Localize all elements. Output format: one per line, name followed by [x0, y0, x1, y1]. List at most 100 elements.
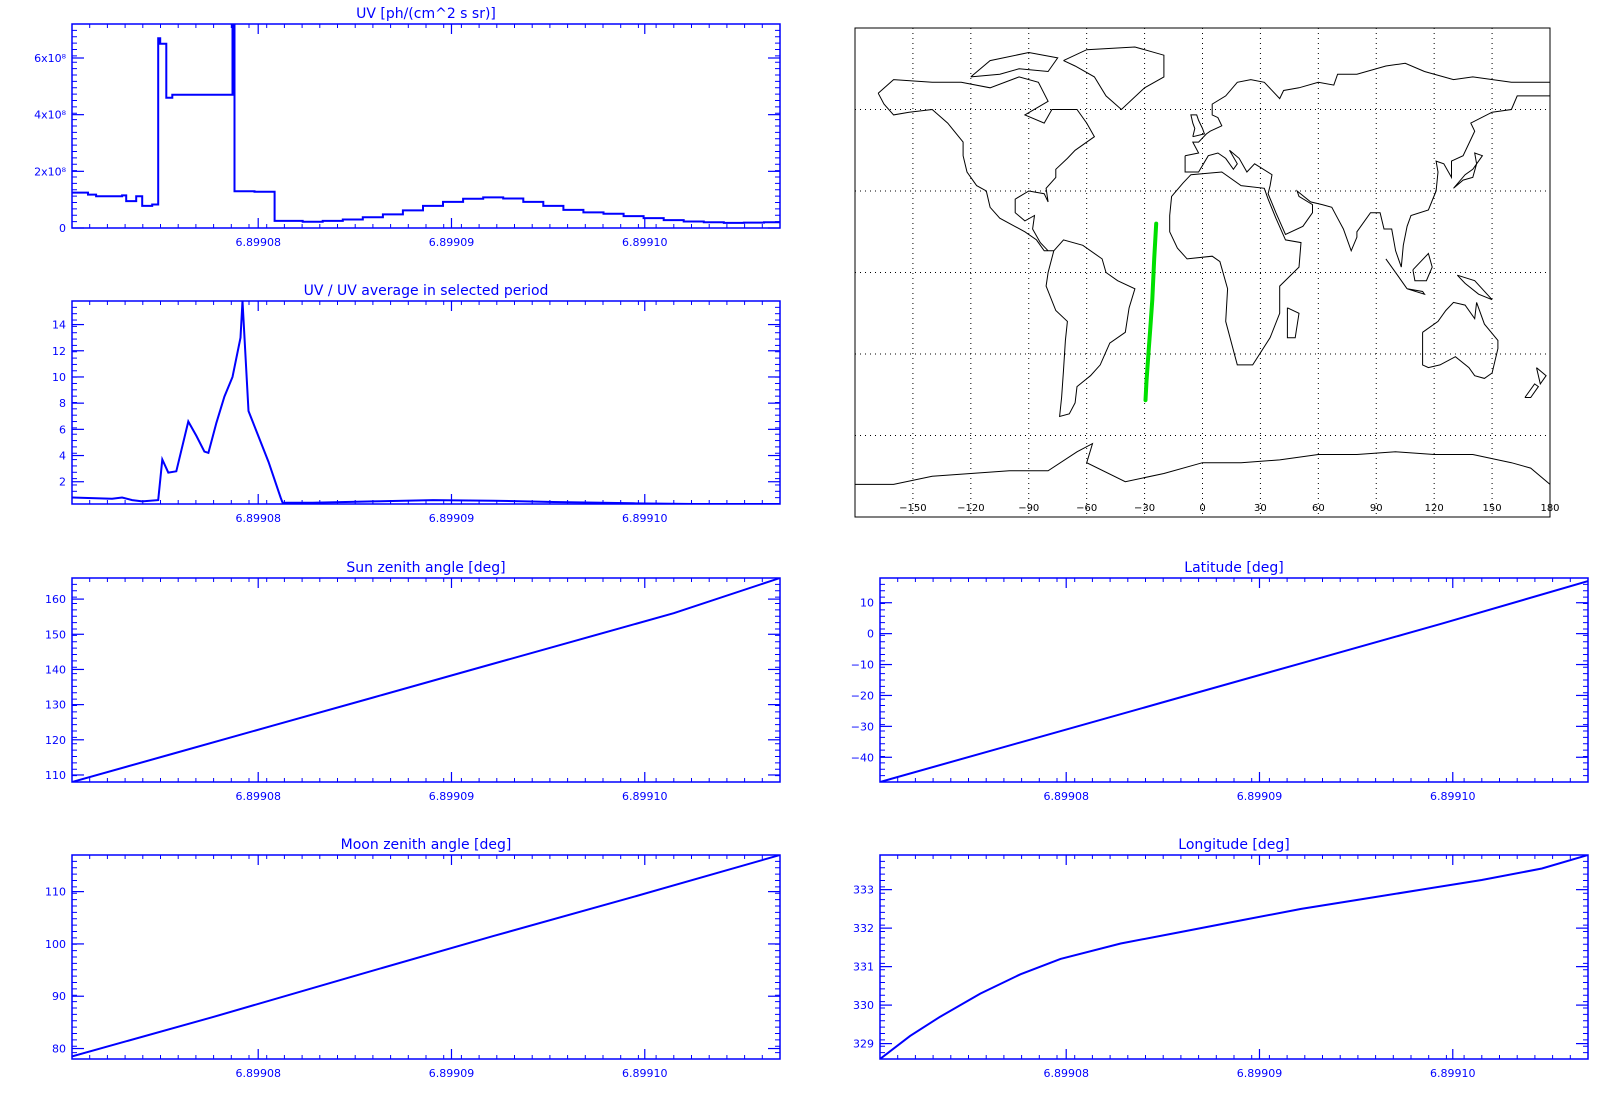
x-tick-label: 6.89910: [622, 790, 668, 803]
y-tick-label: 160: [45, 593, 66, 606]
x-tick-label: 6.89909: [429, 1067, 475, 1080]
y-tick-label: 110: [45, 886, 66, 899]
map-lon-tick-label: 30: [1254, 503, 1267, 514]
y-tick-label: −40: [851, 751, 874, 764]
coastline: [1190, 114, 1206, 138]
chart-title: Longitude [deg]: [1178, 837, 1289, 853]
x-tick-label: 6.89908: [235, 1067, 281, 1080]
coastline: [1045, 239, 1136, 418]
coastline: [1456, 274, 1493, 301]
coastline: [1184, 62, 1551, 268]
x-tick-label: 6.89909: [429, 790, 475, 803]
y-tick-label: 333: [853, 884, 874, 897]
world-map: −150 −120 −90 −60 −30 0 30 60 90 120 150 180: [854, 27, 1560, 518]
y-tick-label: 120: [45, 734, 66, 747]
coastline: [1063, 46, 1165, 111]
y-tick-label: 331: [853, 961, 874, 974]
chart-lat: Latitude [deg] 6.89908 6.89909 6.89910 −40 −3…: [851, 560, 1589, 803]
y-tick-label: 110: [45, 769, 66, 782]
y-tick-label: 4x10⁸: [34, 109, 67, 122]
chart-title: Sun zenith angle [deg]: [346, 560, 505, 576]
y-tick-label: 100: [45, 938, 66, 951]
map-lon-tick-label: 180: [1540, 503, 1559, 514]
y-tick-label: 6: [59, 423, 66, 436]
x-tick-label: 6.89909: [1237, 1067, 1283, 1080]
y-tick-label: 2: [59, 476, 66, 489]
y-tick-label: 14: [52, 319, 66, 332]
y-tick-label: 12: [52, 345, 66, 358]
chart-title: Latitude [deg]: [1184, 560, 1283, 576]
series-line: [72, 24, 780, 224]
x-tick-label: 6.89908: [1043, 1067, 1089, 1080]
map-lon-tick-label: 150: [1483, 503, 1502, 514]
map-lon-tick-label: 60: [1312, 503, 1325, 514]
coastline: [1169, 171, 1302, 366]
map-lon-tick-label: −120: [957, 503, 984, 514]
x-tick-label: 6.89909: [429, 512, 475, 525]
map-lon-tick-label: −150: [899, 503, 926, 514]
chart-sza: Sun zenith angle [deg] 6.89908 6.89909 6.89…: [45, 560, 781, 803]
map-lon-tick-label: 120: [1425, 503, 1444, 514]
x-tick-label: 6.89910: [622, 512, 668, 525]
coastline: [1385, 258, 1408, 290]
x-tick-label: 6.89910: [622, 236, 668, 249]
series-line: [72, 855, 780, 1058]
coastline: [970, 51, 1059, 78]
coastline: [1412, 252, 1433, 282]
series-line: [72, 301, 780, 504]
chart-ratio: UV / UV average in selected period 6.8990…: [52, 283, 781, 525]
chart-lon: Longitude [deg] 6.89908 6.89909 6.89910 329 3…: [853, 837, 1589, 1080]
map-lon-tick-label: 0: [1199, 503, 1205, 514]
y-tick-label: 10: [860, 597, 874, 610]
coastlines: [855, 46, 1551, 485]
map-lon-tick-label: −30: [1134, 503, 1155, 514]
x-tick-label: 6.89908: [235, 790, 281, 803]
chart-uv: UV [ph/(cm^2 s sr)] 6.89908 6.89909 6.89910…: [34, 6, 781, 249]
x-tick-label: 6.89909: [429, 236, 475, 249]
series-line: [880, 580, 1588, 782]
y-tick-label: 8: [59, 397, 66, 410]
y-tick-label: 6x10⁸: [34, 52, 67, 65]
coastline: [1286, 307, 1300, 339]
map-lon-tick-label: −60: [1076, 503, 1097, 514]
coastline: [855, 442, 1551, 485]
y-tick-label: 0: [59, 222, 66, 235]
y-tick-label: −20: [851, 689, 874, 702]
y-tick-label: 332: [853, 922, 874, 935]
plot-frame: [71, 300, 781, 505]
series-line: [72, 578, 780, 782]
x-tick-label: 6.89908: [1043, 790, 1089, 803]
satellite-track: [1143, 221, 1159, 403]
map-lon-tick-label: −90: [1018, 503, 1039, 514]
coastline: [1536, 367, 1547, 386]
coastline: [1453, 152, 1484, 189]
y-tick-label: 90: [52, 990, 66, 1003]
y-tick-label: 150: [45, 628, 66, 641]
x-tick-label: 6.89910: [622, 1067, 668, 1080]
coastline: [1406, 288, 1426, 296]
y-tick-label: 2x10⁸: [34, 165, 67, 178]
coastline: [1422, 301, 1499, 379]
coastline: [1524, 383, 1540, 398]
chart-title: Moon zenith angle [deg]: [341, 837, 512, 853]
chart-title: UV / UV average in selected period: [304, 283, 549, 299]
chart-mza: Moon zenith angle [deg] 6.89908 6.89909 6.8…: [45, 837, 781, 1080]
y-tick-label: 4: [59, 450, 66, 463]
x-tick-label: 6.89908: [235, 512, 281, 525]
plot-frame: [879, 854, 1589, 1060]
x-tick-label: 6.89908: [235, 236, 281, 249]
x-tick-label: 6.89910: [1430, 1067, 1476, 1080]
y-tick-label: 80: [52, 1043, 66, 1056]
plot-frame: [71, 23, 781, 229]
y-tick-label: −30: [851, 720, 874, 733]
series-line: [880, 855, 1588, 1059]
y-tick-label: −10: [851, 659, 874, 672]
coastline: [877, 76, 1096, 252]
x-tick-label: 6.89910: [1430, 790, 1476, 803]
y-tick-label: 130: [45, 699, 66, 712]
y-tick-label: 0: [867, 628, 874, 641]
y-tick-label: 329: [853, 1038, 874, 1051]
y-tick-label: 140: [45, 663, 66, 676]
y-tick-label: 10: [52, 371, 66, 384]
